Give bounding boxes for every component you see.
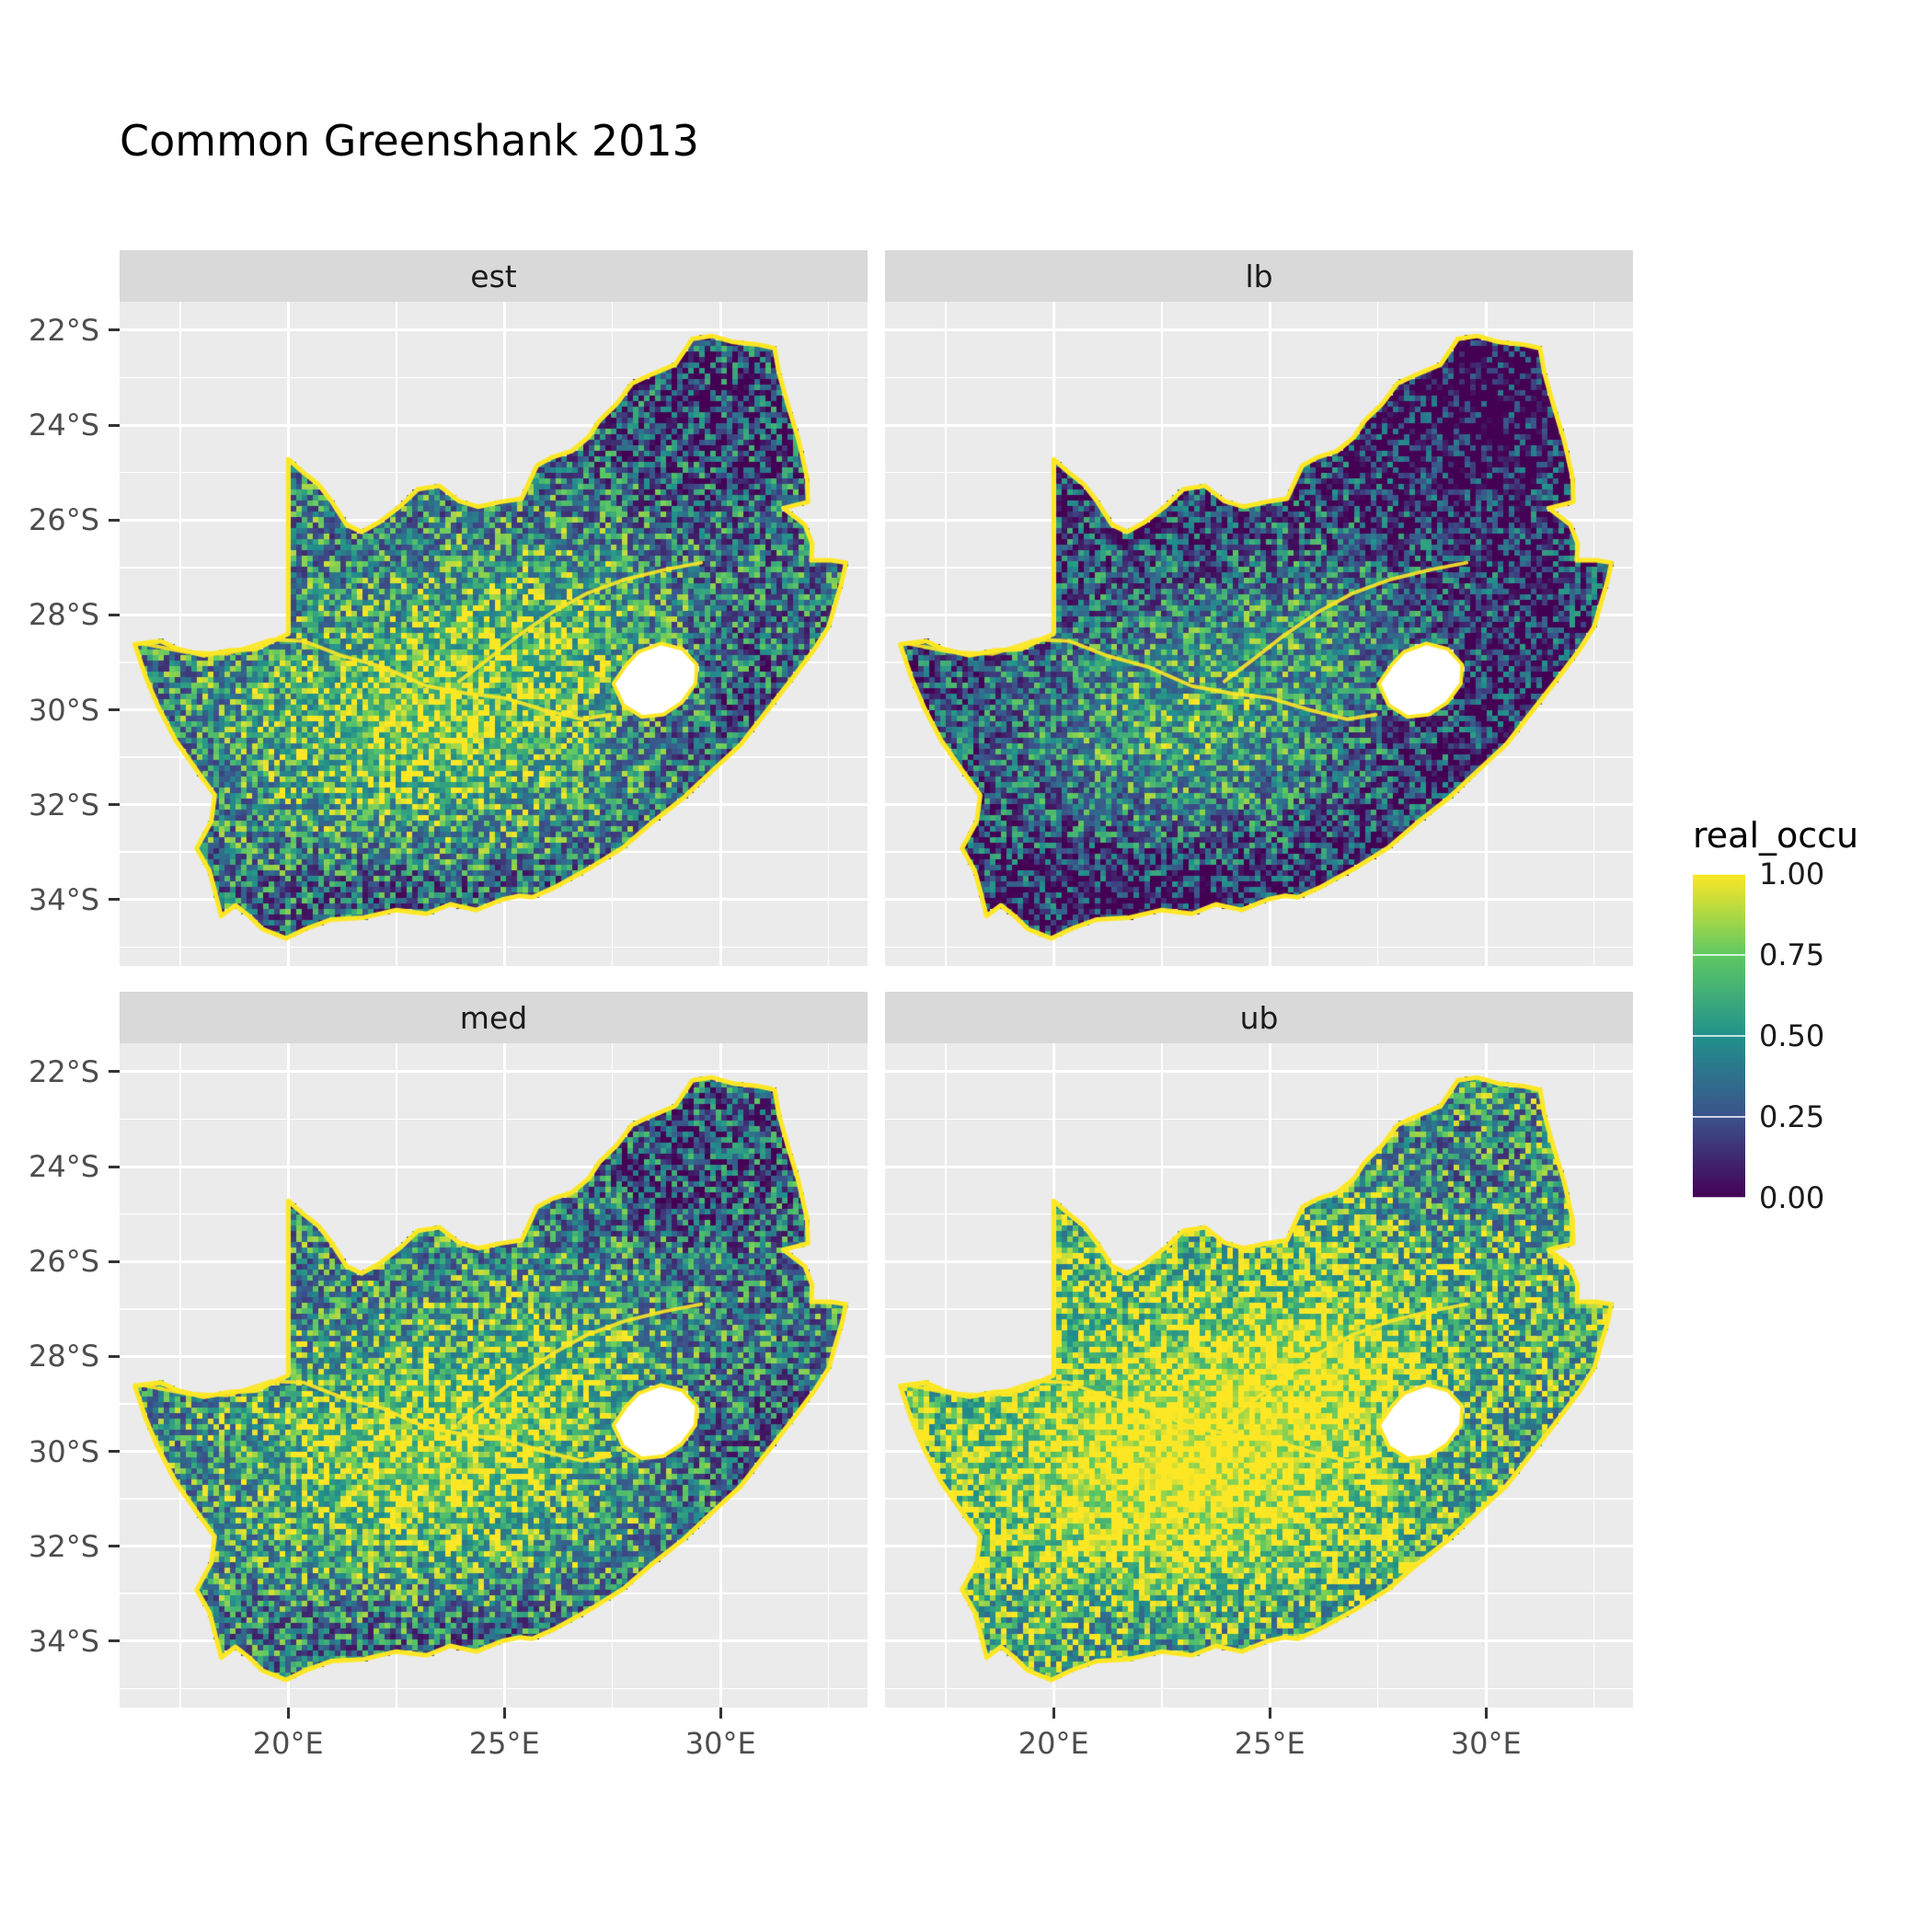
facet-est: est: [120, 250, 868, 966]
y-axis-tick-label: 30°S: [28, 1433, 99, 1469]
raster-map-canvas-est: [120, 302, 868, 966]
y-axis-tick-label: 32°S: [28, 1528, 99, 1564]
map-panel-med: [120, 1043, 868, 1708]
axis-tick-mark: [109, 518, 120, 522]
y-axis-tick-label: 34°S: [28, 1623, 99, 1659]
axis-tick-mark: [109, 1259, 120, 1263]
axis-tick-mark: [109, 803, 120, 807]
legend-tick-label: 0.00: [1759, 1180, 1825, 1215]
map-panel-lb: [885, 302, 1633, 966]
axis-tick-mark: [109, 423, 120, 427]
y-axis-tick-label: 24°S: [28, 1149, 99, 1185]
plot-title: Common Greenshank 2013: [120, 116, 699, 166]
y-axis-tick-label: 28°S: [28, 1339, 99, 1374]
axis-tick-mark: [109, 1354, 120, 1358]
axis-tick-mark: [1052, 1708, 1055, 1719]
legend: real_occu 1.00 0.75 0.50 0.25 0.00: [1693, 815, 1932, 1294]
x-axis-tick-label: 25°E: [1234, 1726, 1305, 1761]
facet-strip-label: med: [459, 999, 528, 1036]
legend-tick-label: 0.50: [1759, 1018, 1825, 1053]
y-axis-tick-label: 32°S: [28, 787, 99, 822]
legend-tick: [1693, 954, 1745, 956]
facet-strip-ub: ub: [885, 992, 1633, 1043]
y-axis-tick-label: 30°S: [28, 692, 99, 728]
legend-tick: [1693, 1035, 1745, 1037]
axis-tick-mark: [502, 1708, 506, 1719]
map-panel-est: [120, 302, 868, 966]
raster-map-canvas-med: [120, 1043, 868, 1708]
axis-tick-mark: [1484, 1708, 1488, 1719]
legend-colorbar: [1693, 873, 1745, 1199]
facet-strip-label: ub: [1239, 999, 1279, 1036]
legend-tick: [1693, 1197, 1745, 1199]
y-axis-tick-label: 24°S: [28, 408, 99, 443]
raster-map-canvas-ub: [885, 1043, 1633, 1708]
legend-tick: [1693, 1116, 1745, 1118]
axis-tick-mark: [719, 1708, 722, 1719]
axis-tick-mark: [109, 1545, 120, 1548]
facet-med: med: [120, 992, 868, 1708]
y-axis-tick-label: 22°S: [28, 1053, 99, 1089]
x-axis-tick-label: 25°E: [468, 1726, 540, 1761]
legend-title: real_occu: [1693, 815, 1859, 856]
facet-lb: lb: [885, 250, 1633, 966]
x-axis-tick-label: 30°E: [1450, 1726, 1522, 1761]
facet-strip-med: med: [120, 992, 868, 1043]
axis-tick-mark: [109, 1450, 120, 1453]
y-axis-tick-label: 26°S: [28, 1244, 99, 1280]
x-axis-tick-label: 20°E: [1018, 1726, 1089, 1761]
y-axis-tick-label: 34°S: [28, 881, 99, 917]
legend-tick: [1693, 873, 1745, 875]
y-axis-tick-label: 26°S: [28, 502, 99, 538]
facet-strip-lb: lb: [885, 250, 1633, 302]
axis-tick-mark: [109, 1639, 120, 1643]
legend-tick-label: 0.25: [1759, 1099, 1825, 1134]
facet-strip-label: lb: [1245, 258, 1273, 294]
map-panel-ub: [885, 1043, 1633, 1708]
facet-ub: ub: [885, 992, 1633, 1708]
axis-tick-mark: [109, 708, 120, 711]
raster-map-canvas-lb: [885, 302, 1633, 966]
axis-tick-mark: [286, 1708, 290, 1719]
x-axis-tick-label: 20°E: [252, 1726, 324, 1761]
legend-tick-label: 0.75: [1759, 937, 1825, 972]
x-axis-tick-label: 30°E: [684, 1726, 756, 1761]
axis-tick-mark: [1268, 1708, 1271, 1719]
axis-tick-mark: [109, 613, 120, 616]
facet-strip-est: est: [120, 250, 868, 302]
axis-tick-mark: [109, 1070, 120, 1074]
axis-tick-mark: [109, 328, 120, 332]
axis-tick-mark: [109, 898, 120, 902]
facet-strip-label: est: [470, 258, 517, 294]
y-axis-tick-label: 22°S: [28, 312, 99, 348]
legend-tick-label: 1.00: [1759, 857, 1825, 891]
y-axis-tick-label: 28°S: [28, 597, 99, 633]
axis-tick-mark: [109, 1165, 120, 1168]
